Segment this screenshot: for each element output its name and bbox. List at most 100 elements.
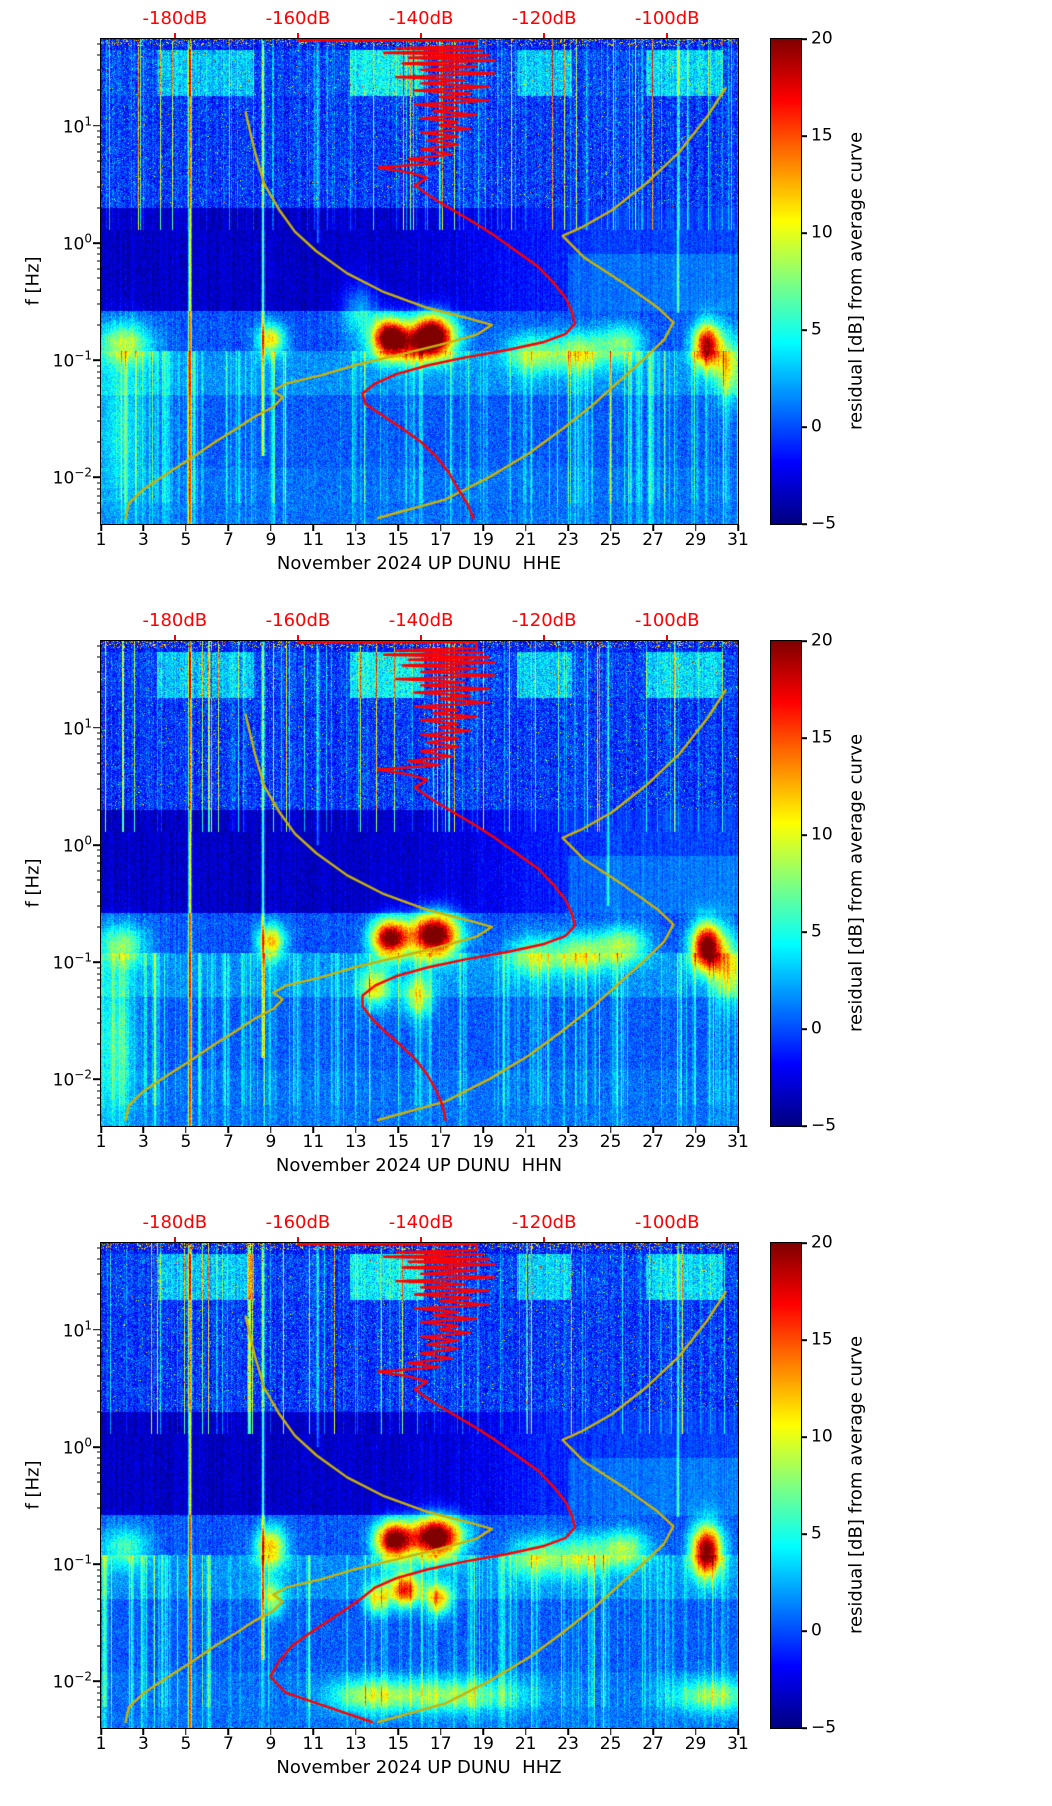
y-tick-label: 101: [62, 716, 92, 740]
x-axis-tick: [652, 1729, 654, 1735]
x-tick-label: 25: [599, 1734, 622, 1754]
y-axis-tick: [93, 124, 100, 127]
x-tick-label: 11: [302, 1734, 325, 1754]
top-db-tick-label: -180dB: [142, 610, 208, 631]
x-tick-label: 5: [180, 530, 192, 550]
x-tick-label: 13: [344, 1132, 367, 1152]
colorbar-tick: [802, 1242, 807, 1244]
x-tick-label: 7: [222, 1734, 234, 1754]
colorbar-tick-label: 5: [811, 921, 822, 942]
colorbar-tick-label: −5: [811, 1717, 837, 1738]
x-tick-label: 13: [344, 1734, 367, 1754]
x-tick-label: 13: [344, 530, 367, 550]
x-tick-label: 15: [387, 530, 410, 550]
top-db-tick-label: -180dB: [142, 8, 208, 29]
spectrogram-plot: [100, 1242, 739, 1729]
x-tick-label: 27: [642, 530, 664, 550]
x-axis-tick: [227, 525, 230, 531]
colorbar-tick: [802, 1727, 807, 1729]
x-tick-label: 9: [265, 530, 277, 550]
x-axis-tick: [609, 1729, 612, 1735]
top-db-tick-label: -140dB: [388, 8, 454, 29]
x-tick-label: 21: [514, 530, 537, 550]
y-tick-label: 100: [62, 1435, 92, 1459]
colorbar-tick: [802, 329, 807, 331]
colorbar: [770, 38, 802, 525]
x-tick-label: 27: [642, 1132, 664, 1152]
x-axis-tick: [355, 1127, 357, 1133]
colorbar-tick: [802, 1630, 807, 1632]
spectrogram-heatmap-canvas: [101, 1243, 738, 1728]
colorbar-tick: [802, 523, 807, 525]
spectrogram-panel-hhe: -180dB -160dB -140dB -120dB -100dB f [Hz] 10…: [0, 0, 1052, 602]
x-axis-tick: [397, 1127, 400, 1133]
colorbar: [770, 1242, 802, 1729]
x-axis-tick: [524, 1729, 527, 1735]
colorbar-tick: [802, 640, 807, 642]
x-tick-label: 25: [599, 1132, 622, 1152]
y-axis-tick: [93, 844, 100, 846]
x-axis-tick: [482, 1127, 484, 1133]
x-axis-tick: [609, 525, 612, 531]
top-db-tick-label: -160dB: [265, 1212, 331, 1233]
y-axis-label: f [Hz]: [22, 1460, 44, 1510]
x-axis-tick: [142, 525, 145, 531]
x-tick-label: 29: [684, 530, 707, 550]
y-axis-tick: [93, 1563, 100, 1565]
y-tick-label: 100: [62, 231, 92, 255]
y-tick-label: 10−1: [52, 950, 92, 974]
x-axis-tick: [270, 1729, 272, 1735]
x-axis-tick: [185, 1127, 187, 1133]
colorbar-label: residual [dB] from average curve: [845, 1335, 867, 1635]
y-axis-tick: [93, 961, 100, 963]
colorbar-tick-label: −5: [811, 1115, 837, 1136]
x-tick-label: 17: [429, 530, 452, 550]
x-axis-label: November 2024 UP DUNU HHE: [276, 553, 562, 574]
x-tick-label: 21: [514, 1132, 537, 1152]
spectrogram-panel-hhn: -180dB -160dB -140dB -120dB -100dB f [Hz] 10…: [0, 602, 1052, 1204]
colorbar-gradient-canvas: [771, 1243, 801, 1728]
x-tick-label: 23: [557, 530, 579, 550]
y-tick-label: 10−2: [52, 466, 92, 489]
y-axis-tick: [93, 1328, 100, 1331]
colorbar-tick-label: 20: [811, 1232, 833, 1253]
x-tick-label: 11: [302, 1132, 325, 1152]
x-axis-tick: [567, 1729, 569, 1735]
x-tick-label: 5: [180, 1734, 192, 1754]
x-tick-label: 1: [95, 1132, 107, 1152]
x-axis-tick: [312, 1729, 315, 1735]
x-tick-label: 19: [472, 1734, 495, 1754]
y-axis-label: f [Hz]: [22, 858, 44, 908]
y-axis-label: f [Hz]: [22, 256, 44, 306]
x-axis-tick: [694, 1127, 697, 1133]
colorbar-tick: [802, 38, 807, 40]
x-tick-label: 1: [95, 530, 107, 550]
y-tick-label: 10−2: [52, 1068, 92, 1091]
y-tick-label: 10−1: [52, 1552, 92, 1576]
x-axis-tick: [737, 1127, 739, 1133]
x-axis-tick: [694, 525, 697, 531]
x-axis-tick: [439, 525, 442, 531]
y-axis-tick: [93, 1078, 100, 1081]
colorbar-tick-label: 0: [811, 1018, 822, 1039]
y-axis-tick: [93, 476, 100, 479]
colorbar-tick: [802, 232, 807, 234]
x-tick-label: 9: [265, 1132, 277, 1152]
y-tick-label: 101: [62, 114, 92, 138]
spectrogram-heatmap-canvas: [101, 641, 738, 1126]
x-tick-label: 23: [557, 1132, 579, 1152]
x-tick-label: 23: [557, 1734, 579, 1754]
x-axis-tick: [142, 1729, 145, 1735]
y-tick-label: 100: [62, 833, 92, 857]
x-axis-tick: [439, 1127, 442, 1133]
x-axis-tick: [737, 525, 739, 531]
x-axis-tick: [652, 525, 654, 531]
x-tick-label: 15: [387, 1734, 410, 1754]
y-axis-tick: [93, 1680, 100, 1683]
x-axis-label: November 2024 UP DUNU HHZ: [276, 1757, 562, 1778]
x-axis-tick: [100, 1127, 102, 1133]
x-tick-label: 29: [684, 1734, 707, 1754]
colorbar-tick-label: 20: [811, 630, 833, 651]
x-axis-tick: [185, 525, 187, 531]
